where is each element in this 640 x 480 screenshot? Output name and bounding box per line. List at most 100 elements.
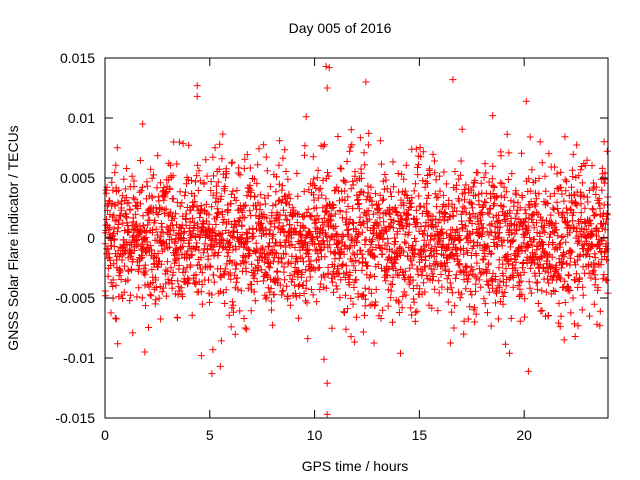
- data-point: [293, 257, 301, 265]
- data-point: [366, 194, 374, 202]
- data-point: [167, 174, 175, 181]
- data-point: [374, 261, 382, 268]
- data-point: [279, 226, 286, 234]
- data-point: [152, 284, 160, 291]
- data-point: [370, 252, 378, 260]
- data-point: [143, 182, 151, 190]
- data-point: [573, 141, 581, 149]
- data-point: [572, 261, 580, 269]
- data-point: [533, 246, 541, 254]
- data-point: [465, 210, 473, 218]
- data-point: [118, 197, 126, 205]
- data-point: [526, 264, 534, 272]
- data-point: [487, 276, 495, 284]
- data-point: [386, 223, 394, 231]
- data-point: [294, 192, 302, 200]
- data-point: [361, 161, 369, 169]
- data-point: [455, 175, 463, 183]
- data-point: [310, 196, 318, 204]
- data-point: [492, 273, 500, 280]
- data-point: [304, 205, 312, 213]
- data-point: [214, 209, 222, 216]
- data-point: [580, 245, 587, 252]
- data-point: [468, 220, 476, 227]
- data-point: [255, 145, 263, 153]
- data-point: [497, 152, 505, 160]
- data-point: [139, 212, 147, 220]
- data-point: [276, 137, 284, 145]
- data-point: [533, 285, 541, 293]
- data-point: [501, 289, 509, 296]
- data-point: [446, 279, 454, 287]
- data-point: [554, 232, 562, 240]
- data-point: [532, 195, 540, 203]
- data-point: [544, 200, 552, 207]
- data-point: [451, 302, 459, 310]
- data-point: [280, 206, 287, 214]
- data-point: [502, 282, 510, 290]
- data-point: [191, 198, 199, 206]
- data-point: [377, 160, 385, 168]
- data-point: [588, 162, 596, 170]
- data-point: [202, 200, 210, 208]
- data-point: [571, 276, 579, 284]
- data-point: [110, 260, 118, 268]
- data-point: [412, 308, 420, 316]
- data-point: [550, 190, 558, 198]
- data-point: [387, 294, 395, 302]
- data-point: [228, 159, 236, 167]
- data-point: [163, 267, 171, 275]
- data-point: [340, 241, 348, 249]
- data-point: [223, 252, 231, 260]
- data-point: [266, 288, 274, 296]
- data-point: [282, 168, 290, 175]
- data-point: [475, 201, 483, 209]
- data-point: [566, 229, 574, 237]
- data-point: [368, 201, 376, 209]
- data-point: [231, 221, 239, 228]
- data-point: [270, 290, 278, 298]
- data-point: [104, 245, 112, 253]
- data-point: [184, 176, 192, 184]
- data-point: [460, 250, 468, 258]
- data-point: [361, 241, 369, 248]
- data-point: [295, 267, 303, 274]
- data-point: [451, 168, 459, 175]
- data-point: [545, 150, 553, 158]
- data-point: [194, 161, 202, 169]
- data-point: [274, 267, 281, 275]
- data-point: [171, 255, 179, 263]
- data-point: [494, 315, 502, 323]
- data-point: [426, 262, 434, 270]
- data-point: [166, 161, 174, 169]
- data-point: [112, 161, 120, 169]
- data-point: [300, 188, 308, 196]
- data-point: [172, 210, 180, 218]
- data-point: [557, 312, 565, 320]
- data-point: [290, 224, 298, 232]
- data-point: [552, 219, 560, 227]
- data-point: [194, 187, 202, 194]
- data-point: [573, 201, 581, 209]
- data-point: [525, 278, 533, 286]
- data-point: [148, 194, 156, 202]
- data-point: [252, 239, 260, 247]
- data-point: [138, 253, 146, 261]
- data-point: [219, 218, 227, 226]
- data-point: [592, 210, 600, 218]
- y-tick-label: 0.01: [68, 110, 95, 126]
- data-point: [377, 315, 385, 322]
- data-point: [222, 286, 230, 294]
- data-point: [119, 192, 127, 200]
- data-point: [465, 271, 473, 279]
- data-point: [224, 206, 232, 214]
- data-point: [489, 162, 497, 170]
- data-point: [481, 252, 489, 260]
- data-point: [212, 182, 220, 190]
- data-point: [126, 297, 134, 305]
- data-point: [601, 169, 609, 177]
- data-point: [117, 276, 125, 283]
- data-point: [598, 186, 606, 194]
- data-point: [145, 324, 152, 331]
- data-point: [554, 270, 562, 278]
